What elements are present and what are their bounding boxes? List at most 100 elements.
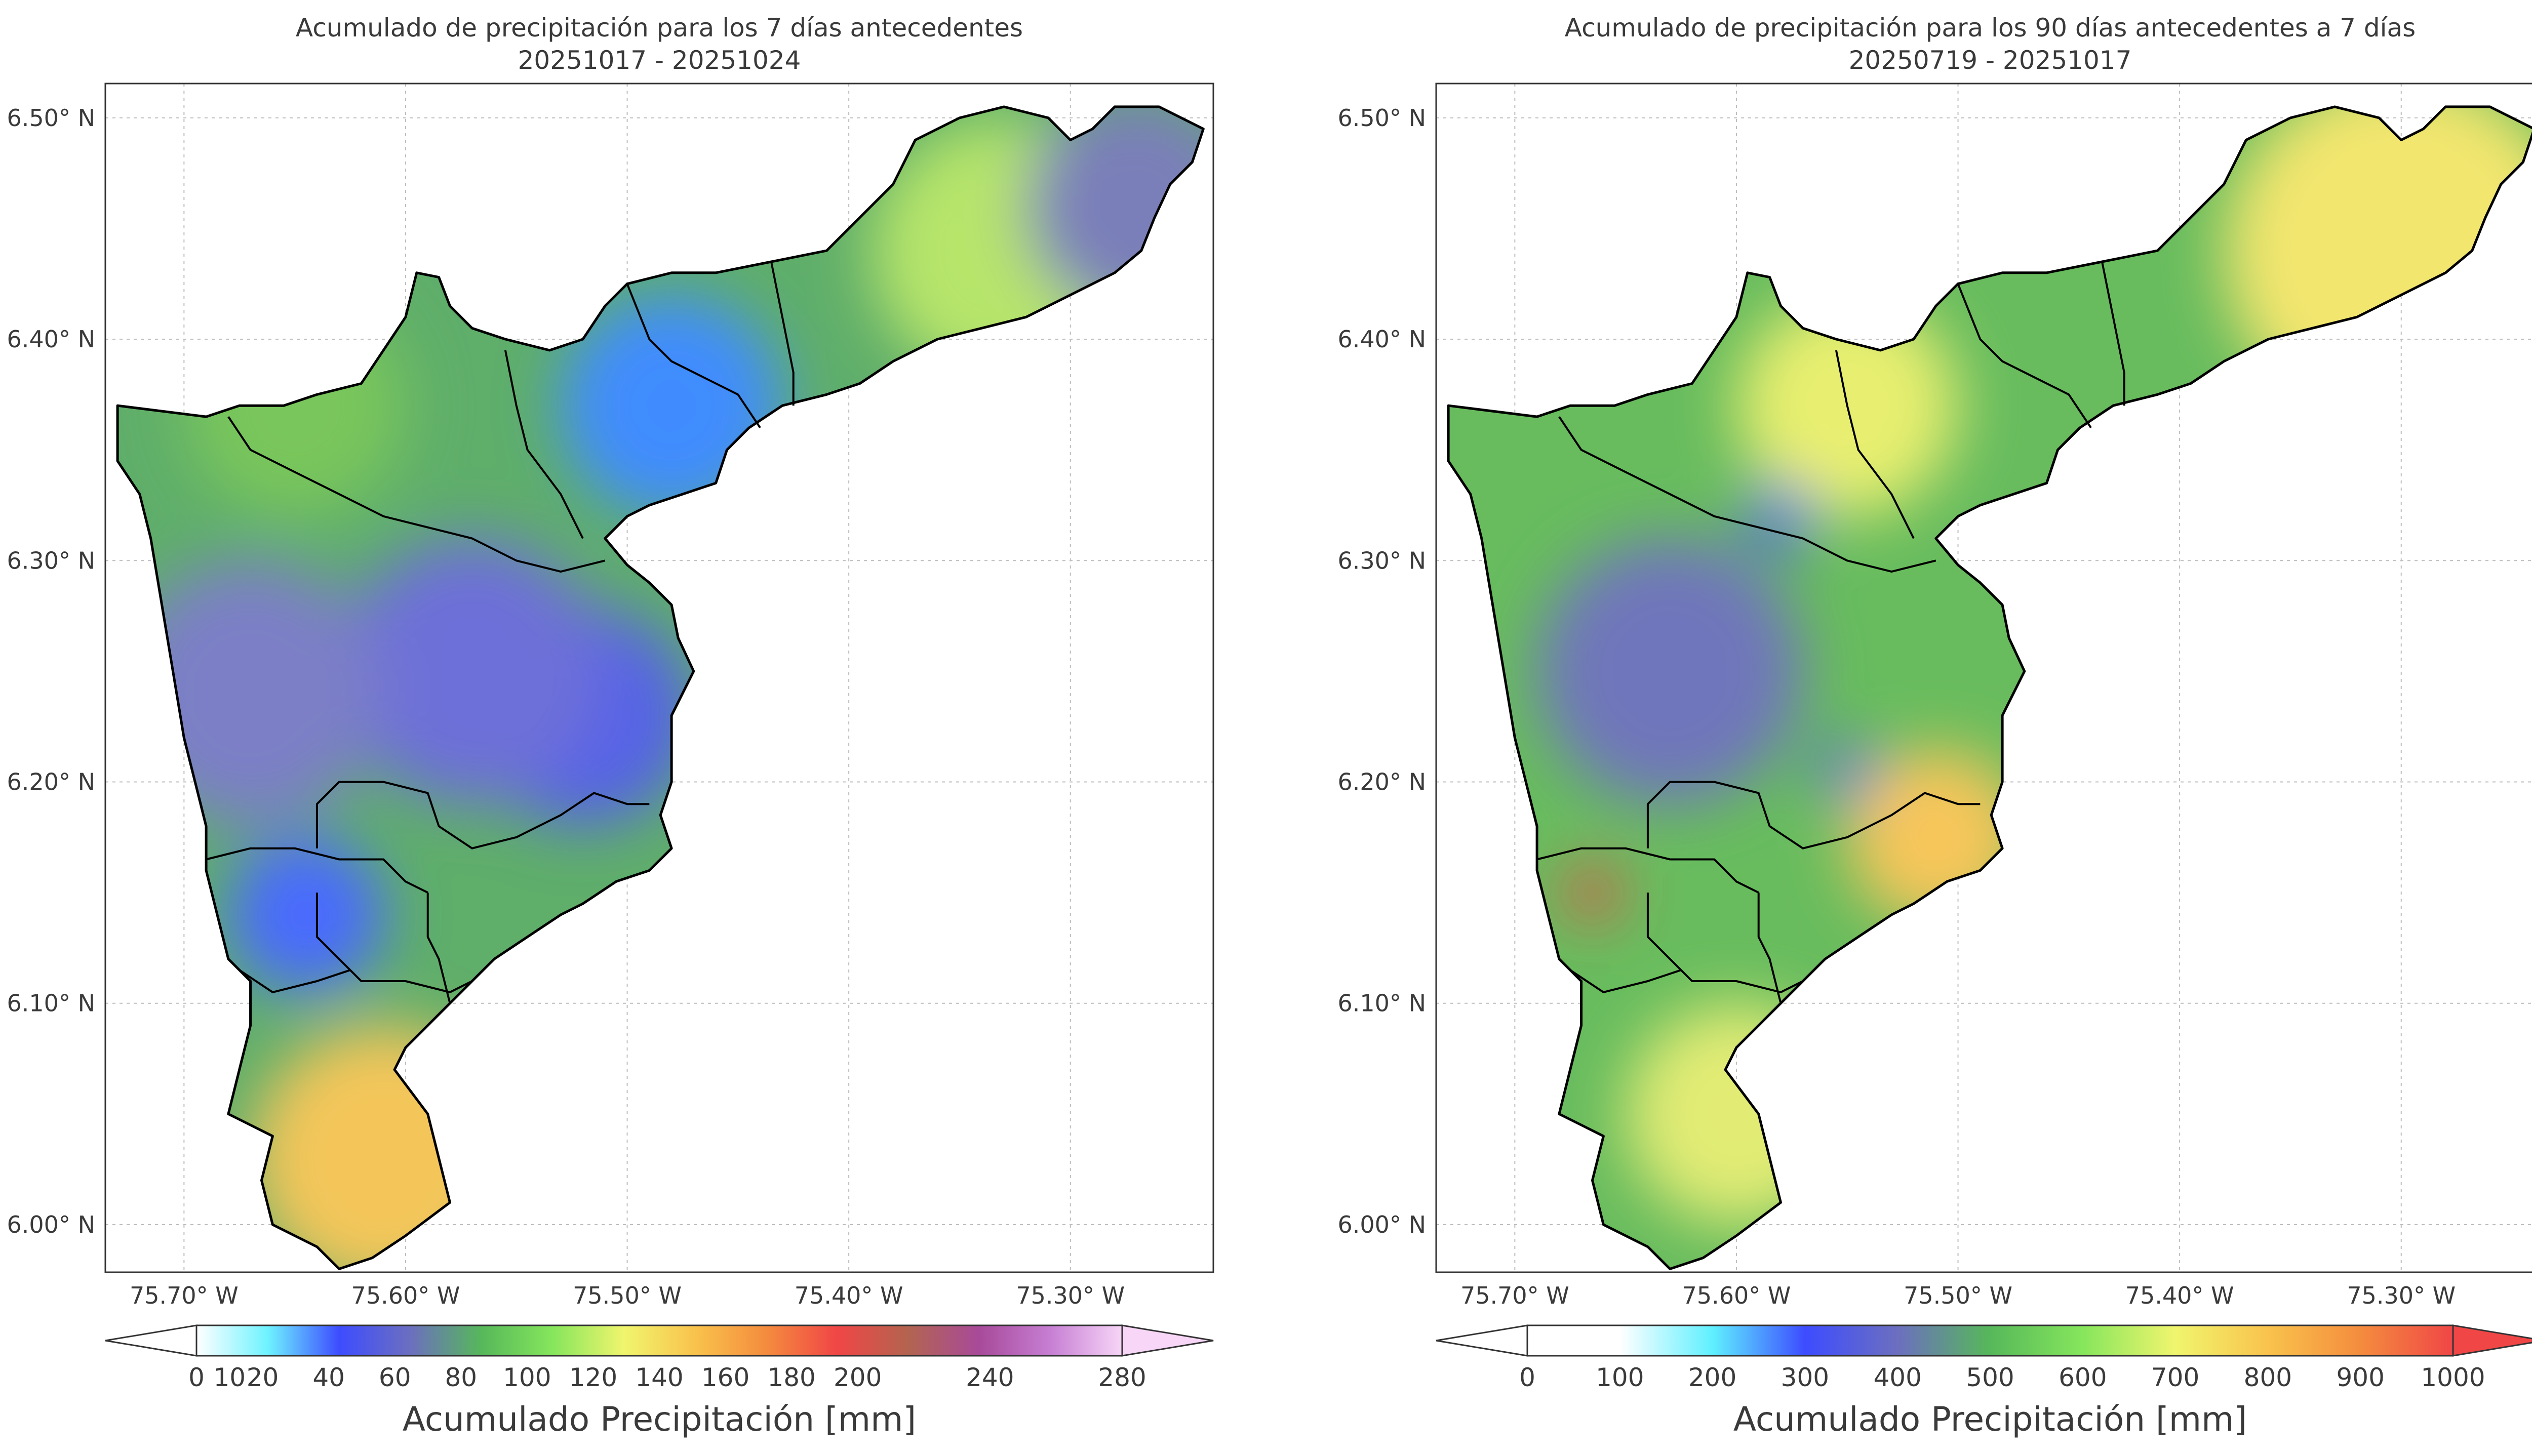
- municipal-border: [315, 893, 473, 993]
- right-cb-tick: 600: [2059, 1363, 2107, 1392]
- left-cb-tick: 140: [635, 1363, 683, 1392]
- left-cb-tick: 60: [379, 1363, 411, 1392]
- left-map-frame: [104, 83, 1214, 1273]
- right-cb-tick: 1000: [2421, 1363, 2485, 1392]
- right-map-frame: [1435, 83, 2532, 1273]
- left-y-tick: 6.20° N: [7, 769, 95, 796]
- left-y-tick: 6.30° N: [7, 547, 95, 574]
- municipal-border: [1646, 781, 1981, 850]
- left-cb-tick: 0: [188, 1363, 205, 1392]
- left-cb-tick: 100: [503, 1363, 551, 1392]
- right-colorbar-label: Acumulado Precipitación [mm]: [1733, 1400, 2247, 1439]
- precip-cell: [1537, 538, 1803, 804]
- municipal-border: [239, 969, 351, 993]
- left-y-tick: 6.40° N: [7, 326, 95, 353]
- left-cb-tick: 80: [445, 1363, 477, 1392]
- municipal-border: [426, 893, 451, 1004]
- right-y-axis: 6.50° N 6.40° N 6.30° N 6.20° N 6.10° N …: [1338, 104, 1426, 1238]
- precip-cell: [1821, 744, 1874, 798]
- precip-cell: [561, 295, 782, 516]
- left-boundaries: [116, 105, 1205, 1270]
- precip-cell: [1747, 483, 1814, 550]
- left-map-panel: Acumulado de precipitación para los 7 dí…: [7, 13, 1214, 1439]
- left-title-line2: 20251017 - 20251024: [518, 46, 801, 75]
- municipal-border: [1757, 893, 1782, 1004]
- right-x-tick: 75.30° W: [2347, 1282, 2456, 1309]
- right-title-line1: Acumulado de precipitación para los 90 d…: [1565, 13, 2416, 43]
- right-cb-tick: 400: [1873, 1363, 1921, 1392]
- precip-cell: [1565, 866, 1619, 919]
- colorbar-extend-low: [1436, 1324, 1528, 1357]
- right-cb-tick: 100: [1596, 1363, 1644, 1392]
- colorbar-extend-high: [2452, 1324, 2532, 1357]
- right-cb-tick: 800: [2244, 1363, 2292, 1392]
- right-precipitation-field: [1448, 106, 2532, 1269]
- right-boundaries: [1447, 105, 2532, 1270]
- municipal-border: [626, 283, 761, 429]
- municipal-border: [206, 847, 428, 894]
- left-cb-tick: 160: [701, 1363, 749, 1392]
- municipal-border: [2101, 261, 2125, 406]
- right-x-tick: 75.50° W: [1904, 1282, 2012, 1309]
- precip-cell: [184, 295, 406, 516]
- left-cb-tick: 240: [966, 1363, 1014, 1392]
- right-x-tick: 75.60° W: [1682, 1282, 1791, 1309]
- right-y-tick: 6.10° N: [1338, 990, 1426, 1017]
- precip-cell: [339, 538, 605, 804]
- left-colorbar-ticks: 0 10 20 40 60 80 100 120 140 160 180 200…: [188, 1363, 1146, 1392]
- right-title-line2: 20250719 - 20251017: [1849, 46, 2132, 75]
- region-outline: [1447, 105, 2532, 1270]
- left-x-tick: 75.60° W: [351, 1282, 460, 1309]
- right-x-tick: 75.70° W: [1460, 1282, 1569, 1309]
- left-cb-tick: 20: [247, 1363, 279, 1392]
- left-x-axis: 75.70° W 75.60° W 75.50° W 75.40° W 75.3…: [130, 1282, 1125, 1309]
- field-base: [1448, 106, 2532, 1269]
- left-x-tick: 75.70° W: [130, 1282, 239, 1309]
- left-x-tick: 75.30° W: [1016, 1282, 1125, 1309]
- right-y-tick: 6.40° N: [1338, 326, 1426, 353]
- left-y-tick: 6.00° N: [7, 1211, 95, 1238]
- right-cb-tick: 0: [1519, 1363, 1535, 1392]
- right-colorbar: [1436, 1324, 2532, 1357]
- colorbar-bar: [195, 1324, 1123, 1357]
- right-y-tick: 6.20° N: [1338, 769, 1426, 796]
- region-outline: [116, 105, 1205, 1270]
- municipal-border: [1835, 350, 1915, 539]
- municipal-border: [1569, 969, 1682, 993]
- municipal-border: [504, 350, 584, 539]
- right-y-tick: 6.00° N: [1338, 1211, 1426, 1238]
- right-cb-tick: 900: [2336, 1363, 2384, 1392]
- right-map-panel: Acumulado de precipitación para los 90 d…: [1338, 13, 2532, 1439]
- precip-cell: [117, 560, 384, 827]
- right-cb-tick: 300: [1781, 1363, 1829, 1392]
- left-colorbar-label: Acumulado Precipitación [mm]: [403, 1400, 916, 1439]
- right-y-tick: 6.30° N: [1338, 547, 1426, 574]
- municipal-border: [1536, 847, 1759, 894]
- colorbar-extend-high: [1121, 1324, 1214, 1357]
- municipal-border: [770, 261, 795, 406]
- municipal-border: [227, 416, 606, 573]
- left-x-tick: 75.50° W: [573, 1282, 682, 1309]
- left-cb-tick: 120: [569, 1363, 617, 1392]
- right-x-tick: 75.40° W: [2125, 1282, 2234, 1309]
- left-cb-tick: 10: [213, 1363, 246, 1392]
- precip-cell: [228, 837, 384, 993]
- municipal-border: [1957, 283, 2092, 429]
- right-cb-tick: 200: [1688, 1363, 1736, 1392]
- left-cb-tick: 280: [1098, 1363, 1146, 1392]
- right-y-tick: 6.50° N: [1338, 104, 1426, 132]
- colorbar-bar: [1526, 1324, 2454, 1357]
- left-cb-tick: 200: [834, 1363, 882, 1392]
- right-cb-tick: 700: [2151, 1363, 2199, 1392]
- left-y-axis: 6.50° N 6.40° N 6.30° N 6.20° N 6.10° N …: [7, 104, 95, 1238]
- colorbar-extend-low: [105, 1324, 197, 1357]
- right-x-axis: 75.70° W 75.60° W 75.50° W 75.40° W 75.3…: [1460, 1282, 2456, 1309]
- left-cb-tick: 180: [767, 1363, 815, 1392]
- municipal-border: [315, 781, 650, 850]
- right-cb-tick: 500: [1966, 1363, 2014, 1392]
- left-y-tick: 6.50° N: [7, 104, 95, 132]
- municipal-border: [1558, 416, 1936, 573]
- left-x-tick: 75.40° W: [795, 1282, 903, 1309]
- precip-cell: [1626, 1003, 1847, 1225]
